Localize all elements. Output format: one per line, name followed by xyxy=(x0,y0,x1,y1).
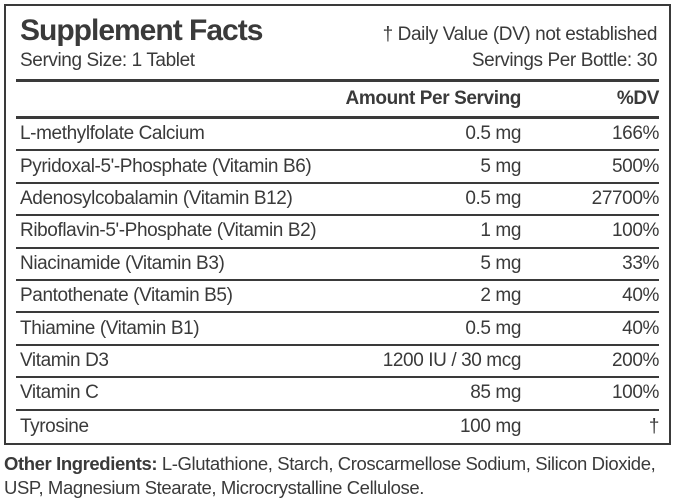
ingredient-dv: 40% xyxy=(622,317,659,339)
ingredient-dv: 200% xyxy=(612,349,659,371)
table-row: Pyridoxal-5'-Phosphate (Vitamin B6) 5 mg 5… xyxy=(16,151,659,184)
ingredient-name: Thiamine (Vitamin B1) xyxy=(20,317,200,339)
ingredient-name: Riboflavin-5'-Phosphate (Vitamin B2) xyxy=(20,220,317,242)
ingredient-amount: 5 mg xyxy=(480,252,521,274)
ingredient-dv: 33% xyxy=(622,252,659,274)
ingredient-dv: 100% xyxy=(612,220,659,242)
column-header-amount: Amount Per Serving xyxy=(345,88,522,109)
table-row: Vitamin D3 1200 IU / 30 mcg 200% xyxy=(16,346,659,379)
table-row: Vitamin C 85 mg 100% xyxy=(16,378,659,411)
title-row: Supplement Facts † Daily Value (DV) not … xyxy=(16,11,659,49)
ingredient-amount: 1 mg xyxy=(480,220,521,242)
facts-table: L-methylfolate Calcium 0.5 mg 166% Pyridoxa… xyxy=(16,119,659,443)
ingredient-name: Pantothenate (Vitamin B5) xyxy=(20,285,233,307)
table-row: L-methylfolate Calcium 0.5 mg 166% xyxy=(16,119,659,152)
ingredient-dv: 27700% xyxy=(591,187,660,209)
daily-value-note: † Daily Value (DV) not established xyxy=(382,24,658,45)
ingredient-amount: 1200 IU / 30 mcg xyxy=(382,349,522,371)
divider-thick-top xyxy=(16,79,659,82)
column-header-row: Amount Per Serving %DV xyxy=(16,82,660,116)
ingredient-amount: 0.5 mg xyxy=(465,187,521,209)
ingredient-name: L-methylfolate Calcium xyxy=(20,123,205,145)
ingredient-amount: 0.5 mg xyxy=(465,317,521,339)
ingredient-dv: † xyxy=(648,415,660,437)
ingredient-amount: 0.5 mg xyxy=(465,123,521,145)
ingredient-amount: 5 mg xyxy=(480,155,521,177)
serving-size: Serving Size: 1 Tablet xyxy=(20,50,195,71)
ingredient-name: Niacinamide (Vitamin B3) xyxy=(20,252,225,274)
table-row: Tyrosine 100 mg † xyxy=(16,411,659,443)
ingredient-dv: 500% xyxy=(612,155,659,177)
ingredient-name: Pyridoxal-5'-Phosphate (Vitamin B6) xyxy=(20,155,312,177)
divider-thick-bottom xyxy=(16,116,659,119)
table-row: Thiamine (Vitamin B1) 0.5 mg 40% xyxy=(16,313,659,346)
table-row: Niacinamide (Vitamin B3) 5 mg 33% xyxy=(16,249,659,281)
ingredient-name: Vitamin D3 xyxy=(20,349,109,371)
table-row: Riboflavin-5'-Phosphate (Vitamin B2) 1 mg… xyxy=(16,216,659,249)
ingredient-name: Vitamin C xyxy=(20,382,99,404)
servings-per-bottle: Servings Per Bottle: 30 xyxy=(471,50,658,71)
table-row: Adenosylcobalamin (Vitamin B12) 0.5 mg 277… xyxy=(16,184,660,217)
ingredient-dv: 166% xyxy=(612,123,659,145)
other-ingredients: Other Ingredients: L-Glutathione, Starch… xyxy=(4,452,672,500)
ingredient-dv: 100% xyxy=(612,382,659,404)
ingredient-name: Tyrosine xyxy=(20,415,89,437)
table-row: Pantothenate (Vitamin B5) 2 mg 40% xyxy=(16,281,659,314)
ingredient-amount: 100 mg xyxy=(460,415,521,437)
other-ingredients-text: L-Glutathione, Starch, Croscarmellose So… xyxy=(4,453,656,498)
other-ingredients-label: Other Ingredients: xyxy=(4,453,158,474)
column-header-dv: %DV xyxy=(616,88,659,109)
facts-box: Supplement Facts † Daily Value (DV) not … xyxy=(4,4,671,445)
label-title: Supplement Facts xyxy=(20,14,263,47)
ingredient-amount: 2 mg xyxy=(480,285,521,307)
serving-row: Serving Size: 1 Tablet Servings Per Bott… xyxy=(16,49,659,79)
ingredient-dv: 40% xyxy=(622,285,659,307)
ingredient-amount: 85 mg xyxy=(470,382,521,404)
ingredient-name: Adenosylcobalamin (Vitamin B12) xyxy=(20,187,293,209)
